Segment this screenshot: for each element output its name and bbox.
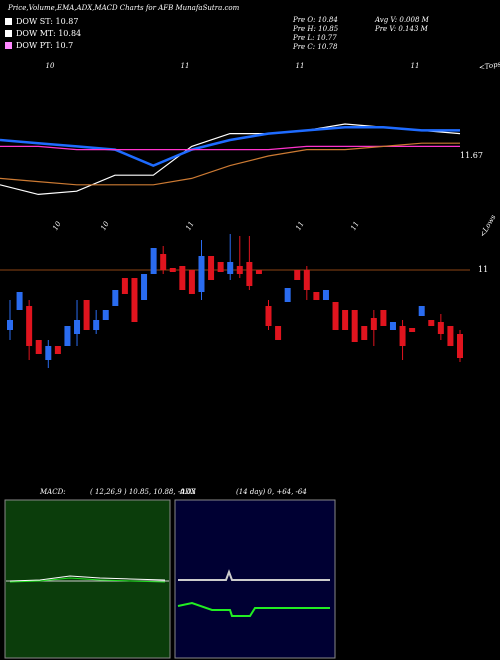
ema-line — [0, 142, 460, 186]
date-label: 10 — [99, 220, 111, 232]
avg-v: Avg V: 0.008 M — [374, 16, 430, 24]
candle-body — [64, 326, 71, 346]
candle-body — [16, 292, 23, 310]
adx-title: ADX — [179, 488, 197, 496]
candle-body — [294, 270, 301, 280]
candle-body — [169, 268, 176, 272]
candle-body — [74, 320, 81, 334]
dow-mt: DOW MT: 10.84 — [16, 29, 81, 38]
title: Price,Volume,EMA,ADX,MACD Charts for AFB… — [7, 4, 240, 12]
candle-body — [342, 310, 349, 330]
candle-body — [83, 300, 90, 330]
date-label: 11 — [411, 62, 420, 70]
pre-h: Pre H: 10.85 — [292, 25, 339, 33]
candle-body — [399, 326, 406, 346]
date-label: <Tops — [478, 60, 500, 72]
y-tick-label: 11.67 — [460, 151, 483, 160]
candle-body — [428, 320, 435, 326]
pre-v: Pre V: 0.143 M — [374, 25, 429, 33]
candle-body — [160, 254, 167, 270]
candle-body — [380, 310, 387, 326]
candle-body — [150, 248, 157, 274]
macd-params: ( 12,26,9 ) 10.85, 10.88, -0.03 — [90, 488, 196, 496]
date-label: 11 — [294, 220, 305, 232]
date-label: 11 — [181, 62, 190, 70]
candle-body — [179, 266, 186, 290]
candle-body — [409, 328, 416, 332]
macd-line — [9, 575, 166, 582]
candle-body — [457, 334, 463, 358]
candle-body — [313, 292, 320, 300]
candle-body — [437, 322, 444, 334]
date-label: 11 — [184, 220, 195, 232]
pre-c: Pre C: 10.78 — [292, 43, 338, 51]
candle-body — [217, 262, 224, 272]
dow-swatch — [5, 18, 12, 25]
candle-body — [35, 340, 42, 354]
candle-body — [26, 306, 33, 346]
candle-body — [45, 346, 52, 360]
candle-body — [131, 278, 138, 322]
candle-body — [418, 306, 425, 316]
candle-body — [102, 310, 109, 320]
candle-body — [141, 274, 148, 300]
dow-swatch — [5, 30, 12, 37]
pre-l: Pre L: 10.77 — [292, 34, 337, 42]
candle-body — [54, 346, 61, 354]
dow-pt: DOW PT: 10.7 — [16, 41, 73, 50]
candle-body — [198, 256, 205, 292]
adx-params: (14 day) 0, +64, -64 — [236, 488, 307, 496]
candle-body — [332, 302, 339, 330]
candle-body — [322, 290, 329, 300]
di-line — [177, 601, 330, 617]
date-label: 11 — [349, 220, 360, 232]
candle-body — [370, 318, 377, 330]
y-tick-label: 11 — [478, 265, 488, 274]
candle-body — [275, 326, 282, 340]
candle-body — [112, 290, 119, 306]
candle-body — [447, 326, 454, 346]
dow-swatch — [5, 42, 12, 49]
candle-body — [265, 306, 272, 326]
candle-body — [303, 270, 310, 290]
macd-signal — [9, 577, 166, 583]
adx-line — [178, 569, 330, 581]
candle-body — [255, 270, 262, 274]
candle-body — [284, 288, 291, 302]
candle-body — [351, 310, 358, 342]
date-label: 10 — [46, 62, 55, 70]
candle-body — [208, 256, 215, 280]
candle-body — [389, 322, 396, 330]
pre-o: Pre O: 10.84 — [292, 16, 338, 24]
dow-st: DOW ST: 10.87 — [16, 17, 78, 26]
macd-title: MACD: — [39, 488, 66, 496]
ema-line — [0, 125, 460, 167]
candle-body — [361, 326, 368, 340]
candle-body — [236, 266, 243, 274]
candle-body — [7, 320, 13, 330]
candle-body — [121, 278, 128, 294]
date-label: 10 — [51, 220, 63, 232]
candle-body — [246, 262, 253, 286]
candle-body — [93, 320, 100, 330]
candle-body — [227, 262, 234, 274]
candle-body — [188, 270, 195, 294]
date-label: 11 — [296, 62, 305, 70]
